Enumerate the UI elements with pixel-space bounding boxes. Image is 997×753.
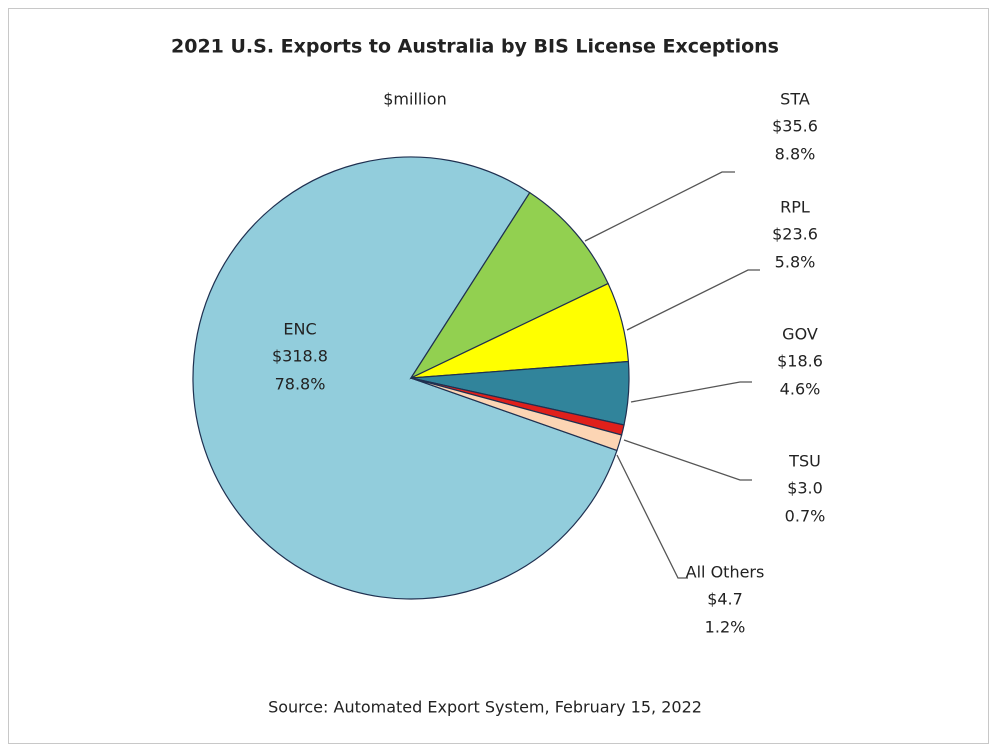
slice-category: STA xyxy=(780,90,810,109)
leader-line xyxy=(616,454,688,579)
pie-slice xyxy=(192,156,618,600)
leader-line xyxy=(584,171,735,242)
pie-slice xyxy=(409,191,609,380)
slice-value-label: $18.6 xyxy=(777,352,823,371)
slice-percent-label: 1.2% xyxy=(705,618,746,637)
leader-line xyxy=(630,381,752,403)
slice-percent-label: 5.8% xyxy=(775,253,816,272)
slice-category: ENC xyxy=(283,320,316,339)
slice-percent-label: 78.8% xyxy=(275,375,326,394)
slice-value-label: $35.6 xyxy=(772,117,818,136)
source-note: Source: Automated Export System, Februar… xyxy=(268,698,702,717)
slice-value-label: $23.6 xyxy=(772,225,818,244)
pie xyxy=(192,156,630,600)
slice-category: All Others xyxy=(686,563,765,582)
leader-lines xyxy=(584,171,760,579)
slice-percent-label: 8.8% xyxy=(775,145,816,164)
slice-category: RPL xyxy=(780,198,810,217)
slice-percent-label: 0.7% xyxy=(785,507,826,526)
chart-title: 2021 U.S. Exports to Australia by BIS Li… xyxy=(171,36,779,58)
chart-subtitle: $million xyxy=(383,90,446,109)
slice-percent-label: 4.6% xyxy=(780,380,821,399)
pie-slice xyxy=(410,377,623,452)
slice-value-label: $3.0 xyxy=(787,479,823,498)
leader-line xyxy=(623,439,752,481)
slice-category: TSU xyxy=(788,452,821,471)
slice-category: GOV xyxy=(782,325,818,344)
slice-value-label: $4.7 xyxy=(707,590,743,609)
leader-line xyxy=(626,269,760,331)
slice-value-label: $318.8 xyxy=(272,347,328,366)
